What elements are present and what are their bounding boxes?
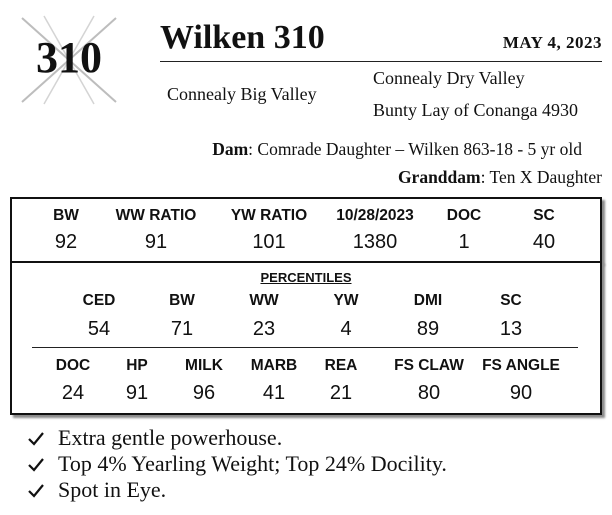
granddam-line: Granddam: Ten X Daughter [398, 167, 602, 188]
check-icon [28, 484, 44, 498]
pct-value-ww: 23 [252, 318, 276, 340]
performance-table: BW 92 WW RATIO 91 YW RATIO 101 10/28/202… [10, 197, 602, 263]
pct-header-sc: SC [500, 292, 522, 309]
dam-label: Dam [212, 139, 249, 159]
dam-value: : Comrade Daughter – Wilken 863-18 - 5 y… [248, 139, 582, 159]
perf-value-weight: 1380 [352, 231, 398, 253]
lot-number: 310 [36, 33, 102, 82]
pct-value-milk: 96 [192, 382, 216, 404]
pct-header-yw: YW [333, 292, 359, 309]
pct-value-bw: 71 [170, 318, 194, 340]
pct-header-marb: MARB [250, 357, 298, 374]
sale-date: MAY 4, 2023 [502, 33, 602, 52]
pct-value-dmi: 89 [416, 318, 440, 340]
cross-mark-icon [21, 15, 117, 105]
perf-header-yw-ratio: YW RATIO [230, 207, 308, 224]
pct-value-doc: 24 [61, 382, 85, 404]
pct-header-bw: BW [169, 292, 195, 309]
dam-line: Dam: Comrade Daughter – Wilken 863-18 - … [212, 139, 582, 160]
pct-header-hp: HP [126, 357, 148, 374]
perf-header-weigh-date: 10/28/2023 [336, 207, 414, 224]
header-divider [160, 61, 602, 62]
pct-value-yw: 4 [340, 318, 352, 340]
perf-header-ww-ratio: WW RATIO [115, 207, 197, 224]
pct-value-sc: 13 [499, 318, 523, 340]
perf-value-doc: 1 [458, 231, 470, 253]
pct-header-dmi: DMI [413, 292, 443, 309]
check-icon [28, 432, 44, 446]
note-text: Extra gentle powerhouse. [58, 425, 283, 450]
pct-header-rea: REA [324, 357, 358, 374]
pct-value-ced: 54 [87, 318, 111, 340]
perf-value-yw-ratio: 101 [252, 231, 286, 253]
perf-value-bw: 92 [54, 231, 78, 253]
pct-value-fs-angle: 90 [509, 382, 533, 404]
pct-value-rea: 21 [329, 382, 353, 404]
note-text: Top 4% Yearling Weight; Top 24% Docility… [58, 451, 447, 476]
pct-header-ww: WW [249, 292, 279, 309]
sire-sire-name: Connealy Dry Valley [373, 68, 525, 88]
pct-header-ced: CED [82, 292, 116, 309]
sire-name: Connealy Big Valley [167, 84, 317, 104]
perf-header-doc: DOC [446, 207, 482, 224]
perf-value-ww-ratio: 91 [144, 231, 168, 253]
granddam-label: Granddam [397, 167, 481, 187]
animal-title: Wilken 310 [160, 19, 325, 56]
percentiles-title: PERCENTILES [260, 270, 352, 285]
pct-value-fs-claw: 80 [417, 382, 441, 404]
pct-header-milk: MILK [185, 357, 223, 374]
pct-header-fs-angle: FS ANGLE [482, 357, 560, 374]
granddam-value: : Ten X Daughter [480, 167, 602, 187]
perf-header-bw: BW [53, 207, 79, 224]
perf-header-sc: SC [533, 207, 555, 224]
pct-value-hp: 91 [125, 382, 149, 404]
percentiles-table: PERCENTILES CED 54 BW 71 WW 23 YW 4 DMI … [10, 261, 602, 415]
perf-value-sc: 40 [532, 231, 556, 253]
note-text: Spot in Eye. [58, 477, 167, 502]
percentiles-divider [32, 347, 578, 348]
check-icon [28, 458, 44, 472]
pct-header-doc: DOC [55, 357, 91, 374]
pct-value-marb: 41 [262, 382, 286, 404]
pct-header-fs-claw: FS CLAW [394, 357, 464, 374]
sire-dam-name: Bunty Lay of Conanga 4930 [373, 100, 578, 120]
